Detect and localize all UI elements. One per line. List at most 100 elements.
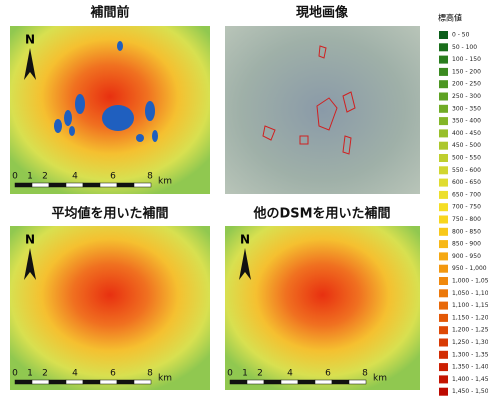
legend-label: 1,000 - 1,050 <box>452 278 488 285</box>
scale-segment <box>134 380 151 384</box>
scale-segment <box>15 380 32 384</box>
legend-swatch <box>439 277 448 285</box>
scale-label: 8 <box>147 369 153 379</box>
legend-label: 400 - 450 <box>452 130 481 137</box>
scale-unit: km <box>158 177 172 187</box>
scale-label: 4 <box>287 369 293 379</box>
map-panel <box>225 26 420 194</box>
legend-label: 500 - 550 <box>452 155 481 162</box>
legend-swatch <box>439 31 448 39</box>
legend-label: 1,150 - 1,200 <box>452 314 488 321</box>
legend-label: 1,400 - 1,450 <box>452 376 488 383</box>
scale-label: 4 <box>72 369 78 379</box>
legend-swatch <box>439 105 448 113</box>
legend-swatch <box>439 265 448 273</box>
panel-title: 現地画像 <box>296 5 349 21</box>
legend-swatch <box>439 240 448 248</box>
scale-label: 8 <box>147 172 153 182</box>
scale-label: 6 <box>325 369 331 379</box>
legend-label: 850 - 900 <box>452 241 481 248</box>
scale-label: 0 <box>227 369 233 379</box>
scale-segment <box>281 380 298 384</box>
scale-segment <box>298 380 315 384</box>
legend-swatch <box>439 375 448 383</box>
legend-label: 950 - 1,000 <box>452 265 487 272</box>
legend-label: 1,450 - 1,500 <box>452 388 488 395</box>
legend-label: 50 - 100 <box>452 44 477 51</box>
legend-swatch <box>439 117 448 125</box>
legend-swatch <box>439 388 448 396</box>
panel-title: 他のDSMを用いた補間 <box>252 206 390 222</box>
scale-label: 8 <box>362 369 368 379</box>
scale-segment <box>264 380 281 384</box>
legend-label: 0 - 50 <box>452 32 470 39</box>
legend-label: 1,300 - 1,350 <box>452 351 488 358</box>
elevation-map <box>10 226 210 390</box>
scale-segment <box>230 380 247 384</box>
scale-segment <box>32 380 49 384</box>
legend-swatch <box>439 289 448 297</box>
legend-label: 1,200 - 1,250 <box>452 327 488 334</box>
scale-segment <box>247 380 264 384</box>
legend-label: 650 - 700 <box>452 191 481 198</box>
elevation-map <box>225 226 420 390</box>
legend-label: 700 - 750 <box>452 204 481 211</box>
legend-label: 1,050 - 1,100 <box>452 290 488 297</box>
scale-label: 6 <box>110 369 116 379</box>
scale-segment <box>49 380 66 384</box>
north-label: N <box>25 33 35 47</box>
panel-title: 補間前 <box>89 5 129 21</box>
scale-segment <box>134 183 151 187</box>
legend-swatch <box>439 154 448 162</box>
legend-label: 350 - 400 <box>452 118 481 125</box>
north-label: N <box>25 233 35 247</box>
scale-label: 0 <box>12 172 18 182</box>
legend-swatch <box>439 129 448 137</box>
legend-swatch <box>439 216 448 224</box>
legend-swatch <box>439 363 448 371</box>
north-label: N <box>240 233 250 247</box>
legend-swatch <box>439 252 448 260</box>
scale-segment <box>49 183 66 187</box>
scale-segment <box>83 380 100 384</box>
legend-label: 1,250 - 1,300 <box>452 339 488 346</box>
legend-label: 800 - 850 <box>452 228 481 235</box>
map-panel <box>10 226 210 390</box>
legend-swatch <box>439 142 448 150</box>
legend-label: 1,100 - 1,150 <box>452 302 488 309</box>
scale-segment <box>32 183 49 187</box>
legend-label: 450 - 500 <box>452 142 481 149</box>
legend-label: 150 - 200 <box>452 68 481 75</box>
scale-unit: km <box>373 374 387 384</box>
scale-label: 1 <box>27 172 33 182</box>
legend-label: 100 - 150 <box>452 56 481 63</box>
scale-segment <box>15 183 32 187</box>
legend-swatch <box>439 191 448 199</box>
legend-swatch <box>439 68 448 76</box>
map-panel <box>10 26 210 194</box>
legend-label: 1,350 - 1,400 <box>452 364 488 371</box>
legend-label: 900 - 950 <box>452 253 481 260</box>
legend-swatch <box>439 179 448 187</box>
scale-segment <box>100 380 117 384</box>
scale-label: 0 <box>12 369 18 379</box>
map-panel <box>225 226 420 390</box>
scale-label: 2 <box>257 369 263 379</box>
satellite-image <box>225 26 420 194</box>
legend-swatch <box>439 80 448 88</box>
legend-swatch <box>439 302 448 310</box>
scale-segment <box>83 183 100 187</box>
legend-label: 200 - 250 <box>452 81 481 88</box>
legend-label: 250 - 300 <box>452 93 481 100</box>
legend-swatch <box>439 314 448 322</box>
figure-canvas: 補間前 現地画像 平均値を用いた補間 他のDSMを用いた補間 NNN012468… <box>0 0 488 397</box>
scale-segment <box>66 380 83 384</box>
scale-label: 6 <box>110 172 116 182</box>
legend-swatch <box>439 228 448 236</box>
legend-label: 750 - 800 <box>452 216 481 223</box>
scale-segment <box>100 183 117 187</box>
legend-swatch <box>439 203 448 211</box>
scale-segment <box>315 380 332 384</box>
legend-label: 600 - 650 <box>452 179 481 186</box>
scale-segment <box>332 380 349 384</box>
